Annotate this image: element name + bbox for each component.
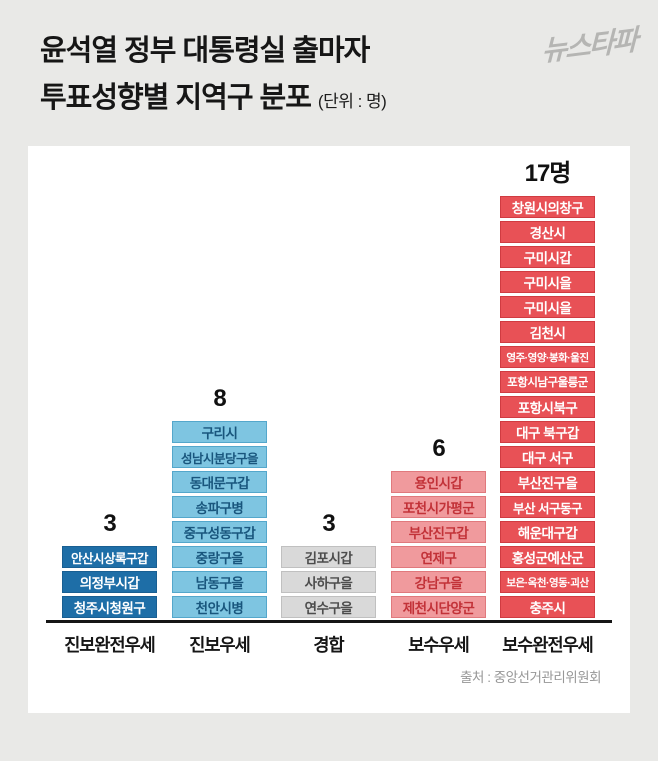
x-axis-line [46, 620, 612, 623]
district-bar: 사하구을 [281, 571, 376, 593]
district-bar: 천안시병 [172, 596, 267, 618]
category-label-2: 진보우세 [189, 635, 250, 655]
district-bar: 연제구 [391, 546, 486, 568]
district-bar: 구미시을 [500, 271, 595, 293]
district-bar: 포항시남구울릉군 [500, 371, 595, 393]
district-bar: 대구 서구 [500, 446, 595, 468]
district-bar: 홍성군예산군 [500, 546, 595, 568]
district-bar: 구리시 [172, 421, 267, 443]
count-label: 3 [103, 510, 116, 537]
district-bar: 경산시 [500, 221, 595, 243]
count-label: 17명 [524, 160, 572, 187]
district-bar: 중구성동구갑 [172, 521, 267, 543]
district-bar: 충주시 [500, 596, 595, 618]
category-label-4: 보수우세 [408, 635, 469, 655]
district-bar: 포항시북구 [500, 396, 595, 418]
district-bar: 송파구병 [172, 496, 267, 518]
district-bar: 성남시분당구을 [172, 446, 267, 468]
district-bar: 창원시의창구 [500, 196, 595, 218]
district-bar: 부산 서구동구 [500, 496, 595, 518]
district-bar: 대구 북구갑 [500, 421, 595, 443]
count-label: 6 [432, 435, 445, 462]
district-bar: 보은·옥천·영동·괴산 [500, 571, 595, 593]
district-bar: 김포시갑 [281, 546, 376, 568]
district-bar: 포천시가평군 [391, 496, 486, 518]
newstapa-logo: 뉴스타파 [541, 24, 637, 67]
district-bar: 의정부시갑 [62, 571, 157, 593]
district-bar: 제천시단양군 [391, 596, 486, 618]
district-bar: 구미시을 [500, 296, 595, 318]
district-bar: 동대문구갑 [172, 471, 267, 493]
district-bar: 강남구을 [391, 571, 486, 593]
category-label-1: 진보완전우세 [64, 635, 156, 655]
district-bar: 중랑구을 [172, 546, 267, 568]
district-bar: 구미시갑 [500, 246, 595, 268]
district-bar: 안산시상록구갑 [62, 546, 157, 568]
category-label-3: 경합 [313, 635, 344, 655]
district-bar: 해운대구갑 [500, 521, 595, 543]
district-bar: 용인시갑 [391, 471, 486, 493]
count-label: 8 [213, 385, 226, 412]
district-bar: 남동구을 [172, 571, 267, 593]
district-bar: 연수구을 [281, 596, 376, 618]
category-label-5: 보수완전우세 [502, 635, 594, 655]
district-bar: 부산진구을 [500, 471, 595, 493]
count-label: 3 [322, 510, 335, 537]
district-bar: 영주·영양·봉화·울진 [500, 346, 595, 368]
page-title: 윤석열 정부 대통령실 출마자 투표성향별 지역구 분포 (단위 : 명) [40, 28, 387, 125]
unit-note: (단위 : 명) [317, 92, 387, 111]
district-bar: 김천시 [500, 321, 595, 343]
district-bar: 청주시청원구 [62, 596, 157, 618]
title-line-2: 투표성향별 지역구 분포 (단위 : 명) [40, 82, 387, 114]
title-line-1: 윤석열 정부 대통령실 출마자 [40, 35, 370, 67]
chart-column-5: 17명 창원시의창구 경산시 구미시갑 구미시을 구미시을 김천시 영주·영양·봉화·울진 포항… [500, 153, 595, 618]
district-bar: 부산진구갑 [391, 521, 486, 543]
source-credit: 출처 : 중앙선거관리위원회 [460, 670, 601, 685]
